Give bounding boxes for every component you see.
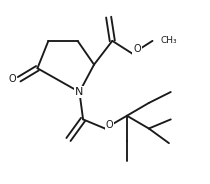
Text: N: N (75, 87, 84, 97)
Text: CH₃: CH₃ (161, 36, 177, 45)
Text: O: O (106, 120, 113, 130)
Text: O: O (8, 74, 16, 84)
Text: O: O (133, 44, 141, 54)
